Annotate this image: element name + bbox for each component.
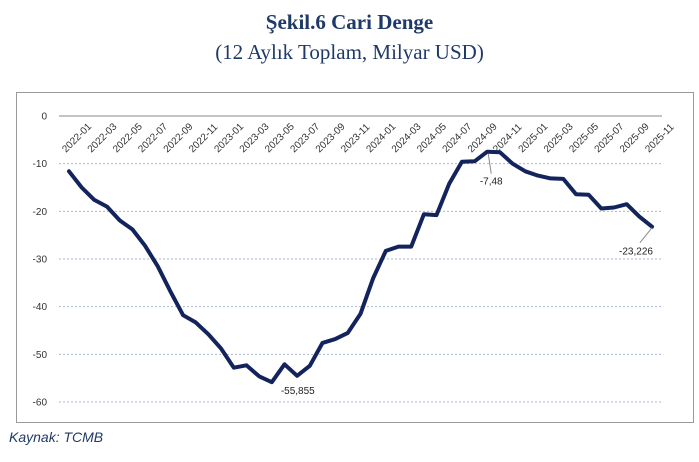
series-line — [67, 149, 654, 385]
data-label: -7,48 — [480, 177, 503, 188]
chart-subtitle: (12 Aylık Toplam, Milyar USD) — [215, 40, 484, 64]
y-tick-label: -40 — [33, 302, 48, 313]
chart-title: Şekil.6 Cari Denge — [265, 10, 434, 34]
y-tick-label: 0 — [41, 112, 47, 123]
data-label: -55,855 — [281, 386, 315, 397]
line-chart: 0-10-20-30-40-50-602022-012022-032022-05… — [33, 112, 677, 409]
y-tick-label: -60 — [33, 398, 48, 409]
y-tick-label: -30 — [33, 255, 48, 266]
y-tick-label: -50 — [33, 350, 48, 361]
y-tick-label: -20 — [33, 207, 48, 218]
annotation-leader — [487, 153, 492, 174]
y-tick-label: -10 — [33, 159, 48, 170]
data-label: -23,226 — [619, 247, 653, 258]
source-note: Kaynak: TCMB — [9, 429, 104, 445]
annotation-leader — [639, 227, 653, 244]
chart-frame: 0 -10 -20 -30 -40 -50 -60 2022-01 2022-03 2022-05… — [16, 92, 694, 423]
